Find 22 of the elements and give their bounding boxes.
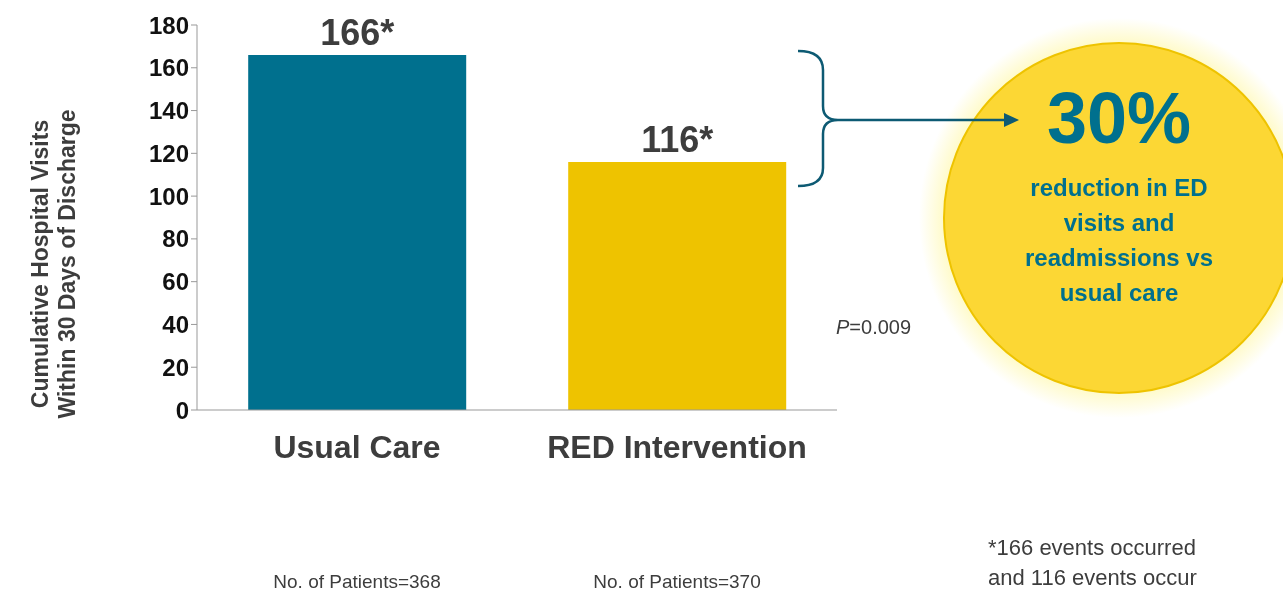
y-tick-label: 160	[148, 54, 189, 82]
y-tick-label: 140	[148, 97, 189, 125]
y-tick-label: 120	[148, 139, 189, 167]
text: No. of Patients=368	[272, 570, 442, 594]
y-tick-label: 180	[148, 11, 189, 39]
x-tick-label: Usual Care	[273, 429, 441, 465]
y-tick-label: 100	[148, 182, 189, 210]
text: No. of Patients=370	[592, 570, 762, 594]
text: *166 events occurred	[988, 534, 1196, 562]
text: reduction in ED visits and readmissions vs usual care	[1024, 173, 1214, 308]
y-tick-label: 20	[162, 353, 189, 381]
x-tick-label: RED Intervention	[547, 429, 807, 465]
y-tick-label: 60	[162, 268, 189, 296]
data-label: 166*	[320, 11, 395, 53]
y-tick-label: 0	[175, 396, 189, 424]
y-tick-label: 40	[162, 310, 189, 338]
data-label: 116*	[641, 118, 714, 160]
text: and 116 events occur	[988, 564, 1197, 592]
text: 30%	[1045, 78, 1193, 158]
y-axis-title: Cumulative Hospital Visits Within 30 Days of Discharge	[27, 109, 80, 419]
y-tick-label: 80	[162, 225, 189, 253]
annotation: P=0.009	[836, 316, 912, 339]
